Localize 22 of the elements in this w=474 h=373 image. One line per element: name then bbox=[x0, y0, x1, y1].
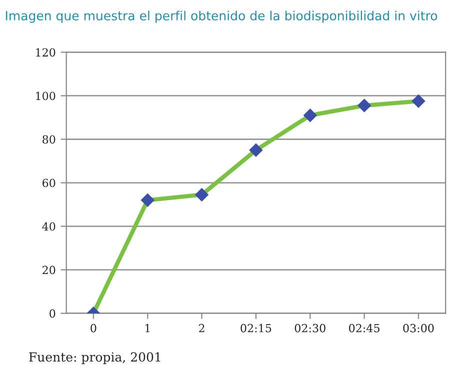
source-note: Fuente: propia, 2001 bbox=[29, 352, 160, 364]
x-tick-label: 0 bbox=[90, 324, 96, 332]
point bbox=[304, 108, 317, 122]
y-tick-label: 20 bbox=[42, 266, 56, 274]
y-tick-label: 40 bbox=[42, 222, 56, 231]
y-tick-label: 100 bbox=[36, 92, 56, 100]
point bbox=[195, 188, 208, 202]
y-tick-label: 0 bbox=[50, 309, 56, 318]
x-tick-label: 03:00 bbox=[403, 324, 434, 332]
point bbox=[141, 194, 154, 207]
y-tick-label: 120 bbox=[36, 48, 56, 57]
x-tick-label: 02:15 bbox=[240, 324, 272, 332]
point bbox=[249, 144, 263, 157]
x-tick-label: 02:30 bbox=[294, 324, 326, 332]
y-tick-label: 80 bbox=[42, 135, 56, 144]
chart-title: Imagen que muestra el perfil obtenido de la biodisponibilidad in vitro bbox=[6, 10, 438, 23]
x-tick-label: 02:45 bbox=[349, 324, 380, 332]
x-tick-label: 1 bbox=[145, 324, 150, 332]
x-tick-label: 2 bbox=[199, 324, 204, 332]
point bbox=[412, 94, 426, 108]
point bbox=[358, 98, 371, 112]
y-tick-label: 60 bbox=[42, 178, 56, 188]
